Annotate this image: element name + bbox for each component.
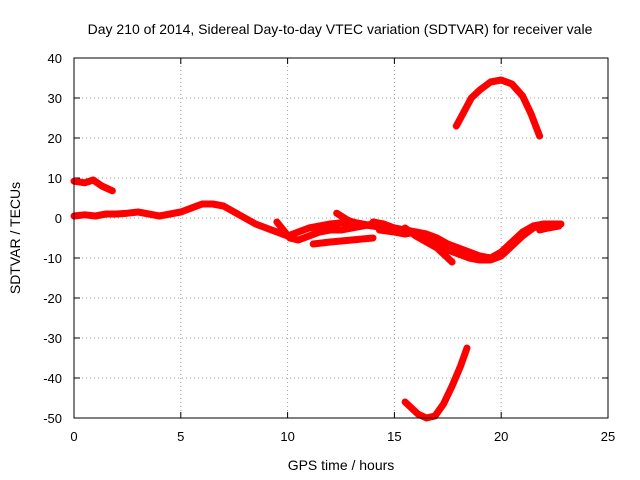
y-tick-label: -40 xyxy=(43,371,62,386)
series-line-arc-1 xyxy=(70,176,116,195)
series-line-arc-2 xyxy=(70,200,377,240)
y-tick-label: 10 xyxy=(48,171,62,186)
data-series xyxy=(70,76,565,422)
series-line-arc-4 xyxy=(309,234,377,248)
series-line-arc-8 xyxy=(401,224,456,266)
series-line-arc-11 xyxy=(401,344,471,422)
x-tick-label: 25 xyxy=(601,429,615,444)
axis-ticks: 0 5 10 15 20 25 40 30 20 10 0 -10 -20 -30 -40 -50 xyxy=(43,51,615,444)
x-tick-label: 15 xyxy=(387,429,401,444)
y-axis-title: SDTVAR / TECUs xyxy=(7,182,23,294)
y-tick-label: 0 xyxy=(55,211,62,226)
x-axis-title: GPS time / hours xyxy=(288,457,395,473)
series-line-arc-10 xyxy=(452,76,544,140)
x-tick-label: 20 xyxy=(494,429,508,444)
y-tick-label: -20 xyxy=(43,291,62,306)
x-tick-label: 10 xyxy=(280,429,294,444)
series-line-arc-9 xyxy=(536,222,563,234)
y-tick-label: 20 xyxy=(48,131,62,146)
y-tick-label: 40 xyxy=(48,51,62,66)
y-tick-label: -30 xyxy=(43,331,62,346)
plot-frame xyxy=(73,57,609,419)
x-tick-label: 5 xyxy=(177,429,184,444)
chart-title: Day 210 of 2014, Sidereal Day-to-day VTE… xyxy=(88,21,593,37)
x-tick-label: 0 xyxy=(70,429,77,444)
series-line-arc-3 xyxy=(273,218,377,244)
series-line-arc-5 xyxy=(333,209,388,232)
y-tick-label: -10 xyxy=(43,251,62,266)
y-tick-label: -50 xyxy=(43,411,62,426)
y-tick-label: 30 xyxy=(48,91,62,106)
